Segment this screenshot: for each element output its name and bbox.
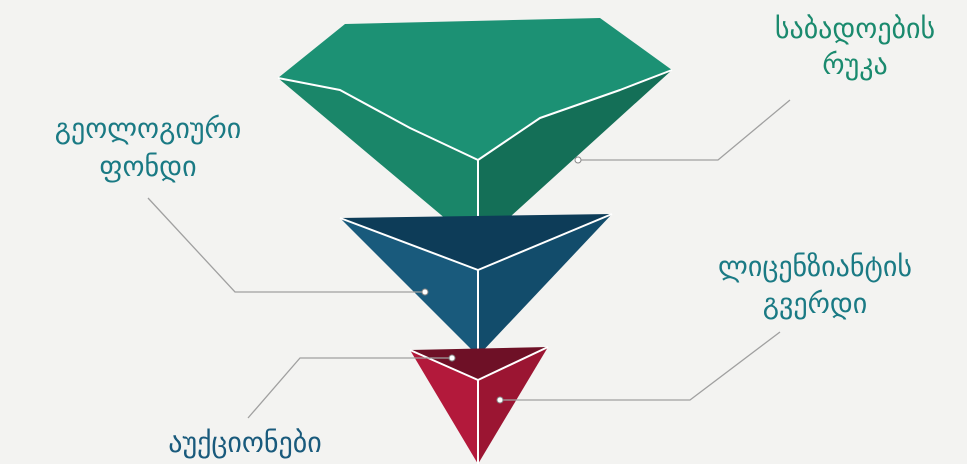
label: რუკა: [822, 48, 887, 81]
funnel-diagram: საბადოების რუკა გეოლოგიური ფონდი ლიცენზი…: [0, 0, 967, 464]
leader-dot: [449, 355, 455, 361]
leader-dot: [497, 397, 503, 403]
label: ფონდი: [99, 150, 196, 183]
label: აუქციონები: [168, 426, 322, 459]
label: საბადოების: [775, 12, 935, 45]
label: გვერდი: [763, 287, 868, 320]
leader-dot: [422, 289, 428, 295]
leader-dot: [575, 157, 581, 163]
label: ლიცენზიანტის: [718, 250, 912, 283]
label: გეოლოგიური: [55, 112, 241, 145]
